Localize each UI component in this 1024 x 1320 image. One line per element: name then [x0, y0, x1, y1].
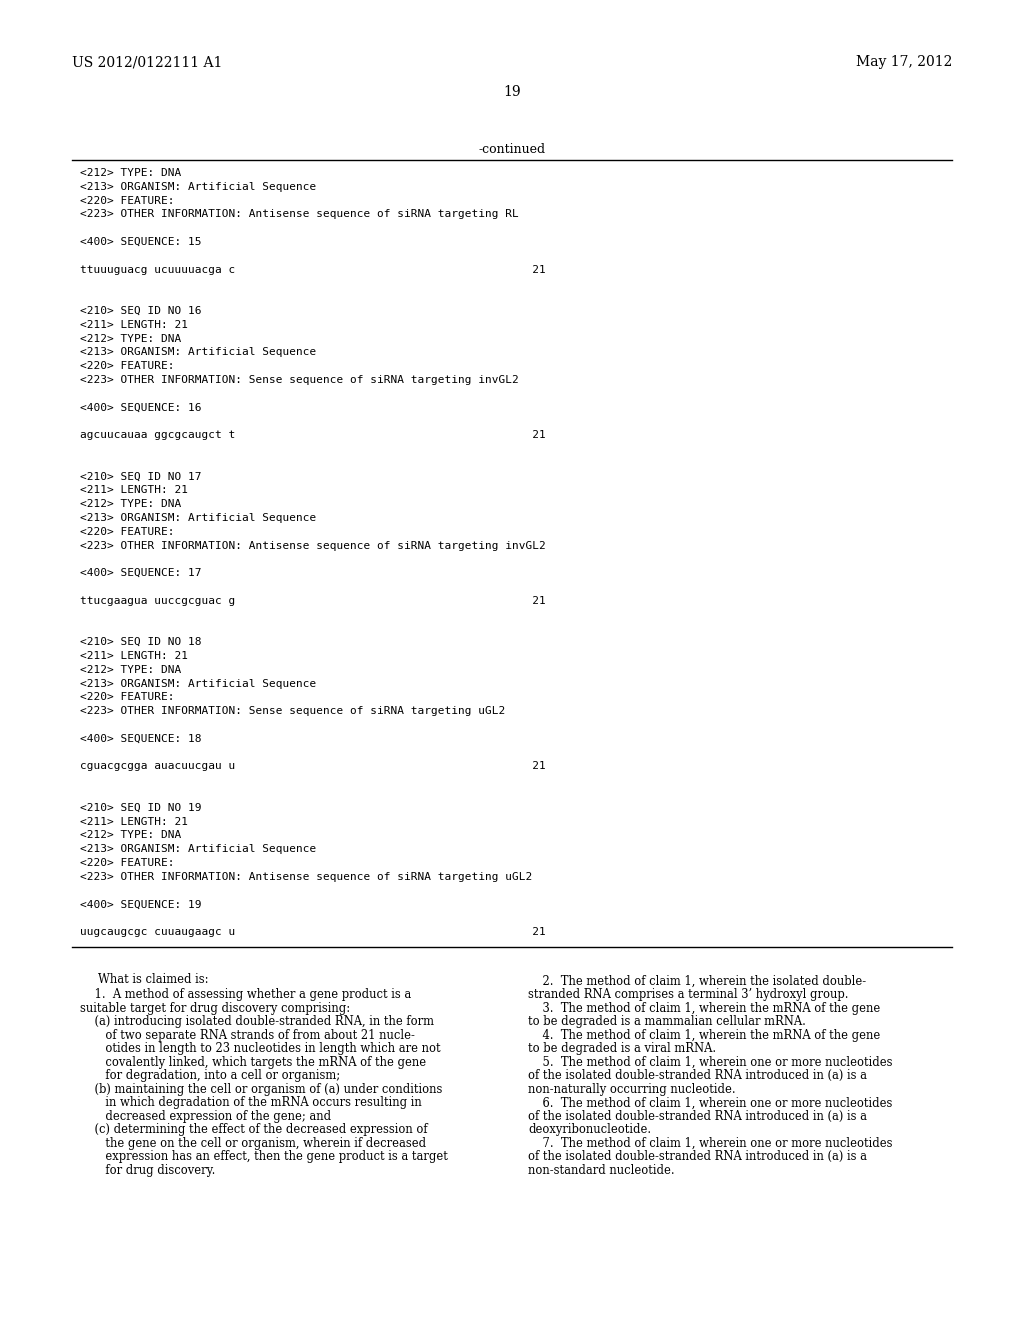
Text: <213> ORGANISM: Artificial Sequence: <213> ORGANISM: Artificial Sequence: [80, 513, 316, 523]
Text: deoxyribonucleotide.: deoxyribonucleotide.: [528, 1123, 651, 1137]
Text: <212> TYPE: DNA: <212> TYPE: DNA: [80, 334, 181, 343]
Text: <223> OTHER INFORMATION: Antisense sequence of siRNA targeting invGL2: <223> OTHER INFORMATION: Antisense seque…: [80, 541, 546, 550]
Text: <211> LENGTH: 21: <211> LENGTH: 21: [80, 817, 188, 826]
Text: of the isolated double-stranded RNA introduced in (a) is a: of the isolated double-stranded RNA intr…: [528, 1069, 867, 1082]
Text: <212> TYPE: DNA: <212> TYPE: DNA: [80, 168, 181, 178]
Text: (b) maintaining the cell or organism of (a) under conditions: (b) maintaining the cell or organism of …: [80, 1082, 442, 1096]
Text: <210> SEQ ID NO 19: <210> SEQ ID NO 19: [80, 803, 202, 813]
Text: <213> ORGANISM: Artificial Sequence: <213> ORGANISM: Artificial Sequence: [80, 678, 316, 689]
Text: the gene on the cell or organism, wherein if decreased: the gene on the cell or organism, wherei…: [80, 1137, 426, 1150]
Text: <223> OTHER INFORMATION: Antisense sequence of siRNA targeting RL: <223> OTHER INFORMATION: Antisense seque…: [80, 210, 519, 219]
Text: decreased expression of the gene; and: decreased expression of the gene; and: [80, 1110, 331, 1123]
Text: of two separate RNA strands of from about 21 nucle-: of two separate RNA strands of from abou…: [80, 1028, 415, 1041]
Text: <223> OTHER INFORMATION: Antisense sequence of siRNA targeting uGL2: <223> OTHER INFORMATION: Antisense seque…: [80, 871, 532, 882]
Text: (a) introducing isolated double-stranded RNA, in the form: (a) introducing isolated double-stranded…: [80, 1015, 434, 1028]
Text: suitable target for drug discovery comprising:: suitable target for drug discovery compr…: [80, 1002, 350, 1015]
Text: US 2012/0122111 A1: US 2012/0122111 A1: [72, 55, 222, 69]
Text: 5.  The method of claim 1, wherein one or more nucleotides: 5. The method of claim 1, wherein one or…: [528, 1056, 893, 1069]
Text: <223> OTHER INFORMATION: Sense sequence of siRNA targeting uGL2: <223> OTHER INFORMATION: Sense sequence …: [80, 706, 505, 717]
Text: <212> TYPE: DNA: <212> TYPE: DNA: [80, 499, 181, 510]
Text: covalently linked, which targets the mRNA of the gene: covalently linked, which targets the mRN…: [80, 1056, 426, 1069]
Text: <213> ORGANISM: Artificial Sequence: <213> ORGANISM: Artificial Sequence: [80, 347, 316, 358]
Text: <400> SEQUENCE: 16: <400> SEQUENCE: 16: [80, 403, 202, 413]
Text: <400> SEQUENCE: 17: <400> SEQUENCE: 17: [80, 568, 202, 578]
Text: ttucgaagua uuccgcguac g                                            21: ttucgaagua uuccgcguac g 21: [80, 595, 546, 606]
Text: cguacgcgga auacuucgau u                                            21: cguacgcgga auacuucgau u 21: [80, 762, 546, 771]
Text: ttuuuguacg ucuuuuacga c                                            21: ttuuuguacg ucuuuuacga c 21: [80, 264, 546, 275]
Text: <220> FEATURE:: <220> FEATURE:: [80, 527, 174, 537]
Text: <211> LENGTH: 21: <211> LENGTH: 21: [80, 651, 188, 661]
Text: to be degraded is a viral mRNA.: to be degraded is a viral mRNA.: [528, 1043, 716, 1055]
Text: (c) determining the effect of the decreased expression of: (c) determining the effect of the decrea…: [80, 1123, 428, 1137]
Text: <213> ORGANISM: Artificial Sequence: <213> ORGANISM: Artificial Sequence: [80, 182, 316, 191]
Text: 3.  The method of claim 1, wherein the mRNA of the gene: 3. The method of claim 1, wherein the mR…: [528, 1002, 881, 1015]
Text: 6.  The method of claim 1, wherein one or more nucleotides: 6. The method of claim 1, wherein one or…: [528, 1097, 892, 1109]
Text: otides in length to 23 nucleotides in length which are not: otides in length to 23 nucleotides in le…: [80, 1043, 440, 1055]
Text: What is claimed is:: What is claimed is:: [98, 973, 209, 986]
Text: May 17, 2012: May 17, 2012: [856, 55, 952, 69]
Text: agcuucauaa ggcgcaugct t                                            21: agcuucauaa ggcgcaugct t 21: [80, 430, 546, 440]
Text: of the isolated double-stranded RNA introduced in (a) is a: of the isolated double-stranded RNA intr…: [528, 1150, 867, 1163]
Text: <211> LENGTH: 21: <211> LENGTH: 21: [80, 319, 188, 330]
Text: in which degradation of the mRNA occurs resulting in: in which degradation of the mRNA occurs …: [80, 1097, 422, 1109]
Text: for drug discovery.: for drug discovery.: [80, 1164, 215, 1177]
Text: 19: 19: [503, 84, 521, 99]
Text: <400> SEQUENCE: 19: <400> SEQUENCE: 19: [80, 899, 202, 909]
Text: non-standard nucleotide.: non-standard nucleotide.: [528, 1164, 675, 1177]
Text: 1.  A method of assessing whether a gene product is a: 1. A method of assessing whether a gene …: [80, 989, 412, 1002]
Text: expression has an effect, then the gene product is a target: expression has an effect, then the gene …: [80, 1150, 447, 1163]
Text: non-naturally occurring nucleotide.: non-naturally occurring nucleotide.: [528, 1082, 735, 1096]
Text: for degradation, into a cell or organism;: for degradation, into a cell or organism…: [80, 1069, 340, 1082]
Text: <213> ORGANISM: Artificial Sequence: <213> ORGANISM: Artificial Sequence: [80, 845, 316, 854]
Text: <210> SEQ ID NO 17: <210> SEQ ID NO 17: [80, 471, 202, 482]
Text: 4.  The method of claim 1, wherein the mRNA of the gene: 4. The method of claim 1, wherein the mR…: [528, 1028, 881, 1041]
Text: to be degraded is a mammalian cellular mRNA.: to be degraded is a mammalian cellular m…: [528, 1015, 806, 1028]
Text: <210> SEQ ID NO 18: <210> SEQ ID NO 18: [80, 638, 202, 647]
Text: <211> LENGTH: 21: <211> LENGTH: 21: [80, 486, 188, 495]
Text: stranded RNA comprises a terminal 3’ hydroxyl group.: stranded RNA comprises a terminal 3’ hyd…: [528, 989, 849, 1002]
Text: <220> FEATURE:: <220> FEATURE:: [80, 195, 174, 206]
Text: 7.  The method of claim 1, wherein one or more nucleotides: 7. The method of claim 1, wherein one or…: [528, 1137, 893, 1150]
Text: <220> FEATURE:: <220> FEATURE:: [80, 858, 174, 869]
Text: -continued: -continued: [478, 143, 546, 156]
Text: of the isolated double-stranded RNA introduced in (a) is a: of the isolated double-stranded RNA intr…: [528, 1110, 867, 1123]
Text: 2.  The method of claim 1, wherein the isolated double-: 2. The method of claim 1, wherein the is…: [528, 974, 866, 987]
Text: <400> SEQUENCE: 18: <400> SEQUENCE: 18: [80, 734, 202, 743]
Text: uugcaugcgc cuuaugaagc u                                            21: uugcaugcgc cuuaugaagc u 21: [80, 927, 546, 937]
Text: <220> FEATURE:: <220> FEATURE:: [80, 362, 174, 371]
Text: <223> OTHER INFORMATION: Sense sequence of siRNA targeting invGL2: <223> OTHER INFORMATION: Sense sequence …: [80, 375, 519, 385]
Text: <212> TYPE: DNA: <212> TYPE: DNA: [80, 665, 181, 675]
Text: <210> SEQ ID NO 16: <210> SEQ ID NO 16: [80, 306, 202, 315]
Text: <212> TYPE: DNA: <212> TYPE: DNA: [80, 830, 181, 841]
Text: <220> FEATURE:: <220> FEATURE:: [80, 693, 174, 702]
Text: <400> SEQUENCE: 15: <400> SEQUENCE: 15: [80, 238, 202, 247]
